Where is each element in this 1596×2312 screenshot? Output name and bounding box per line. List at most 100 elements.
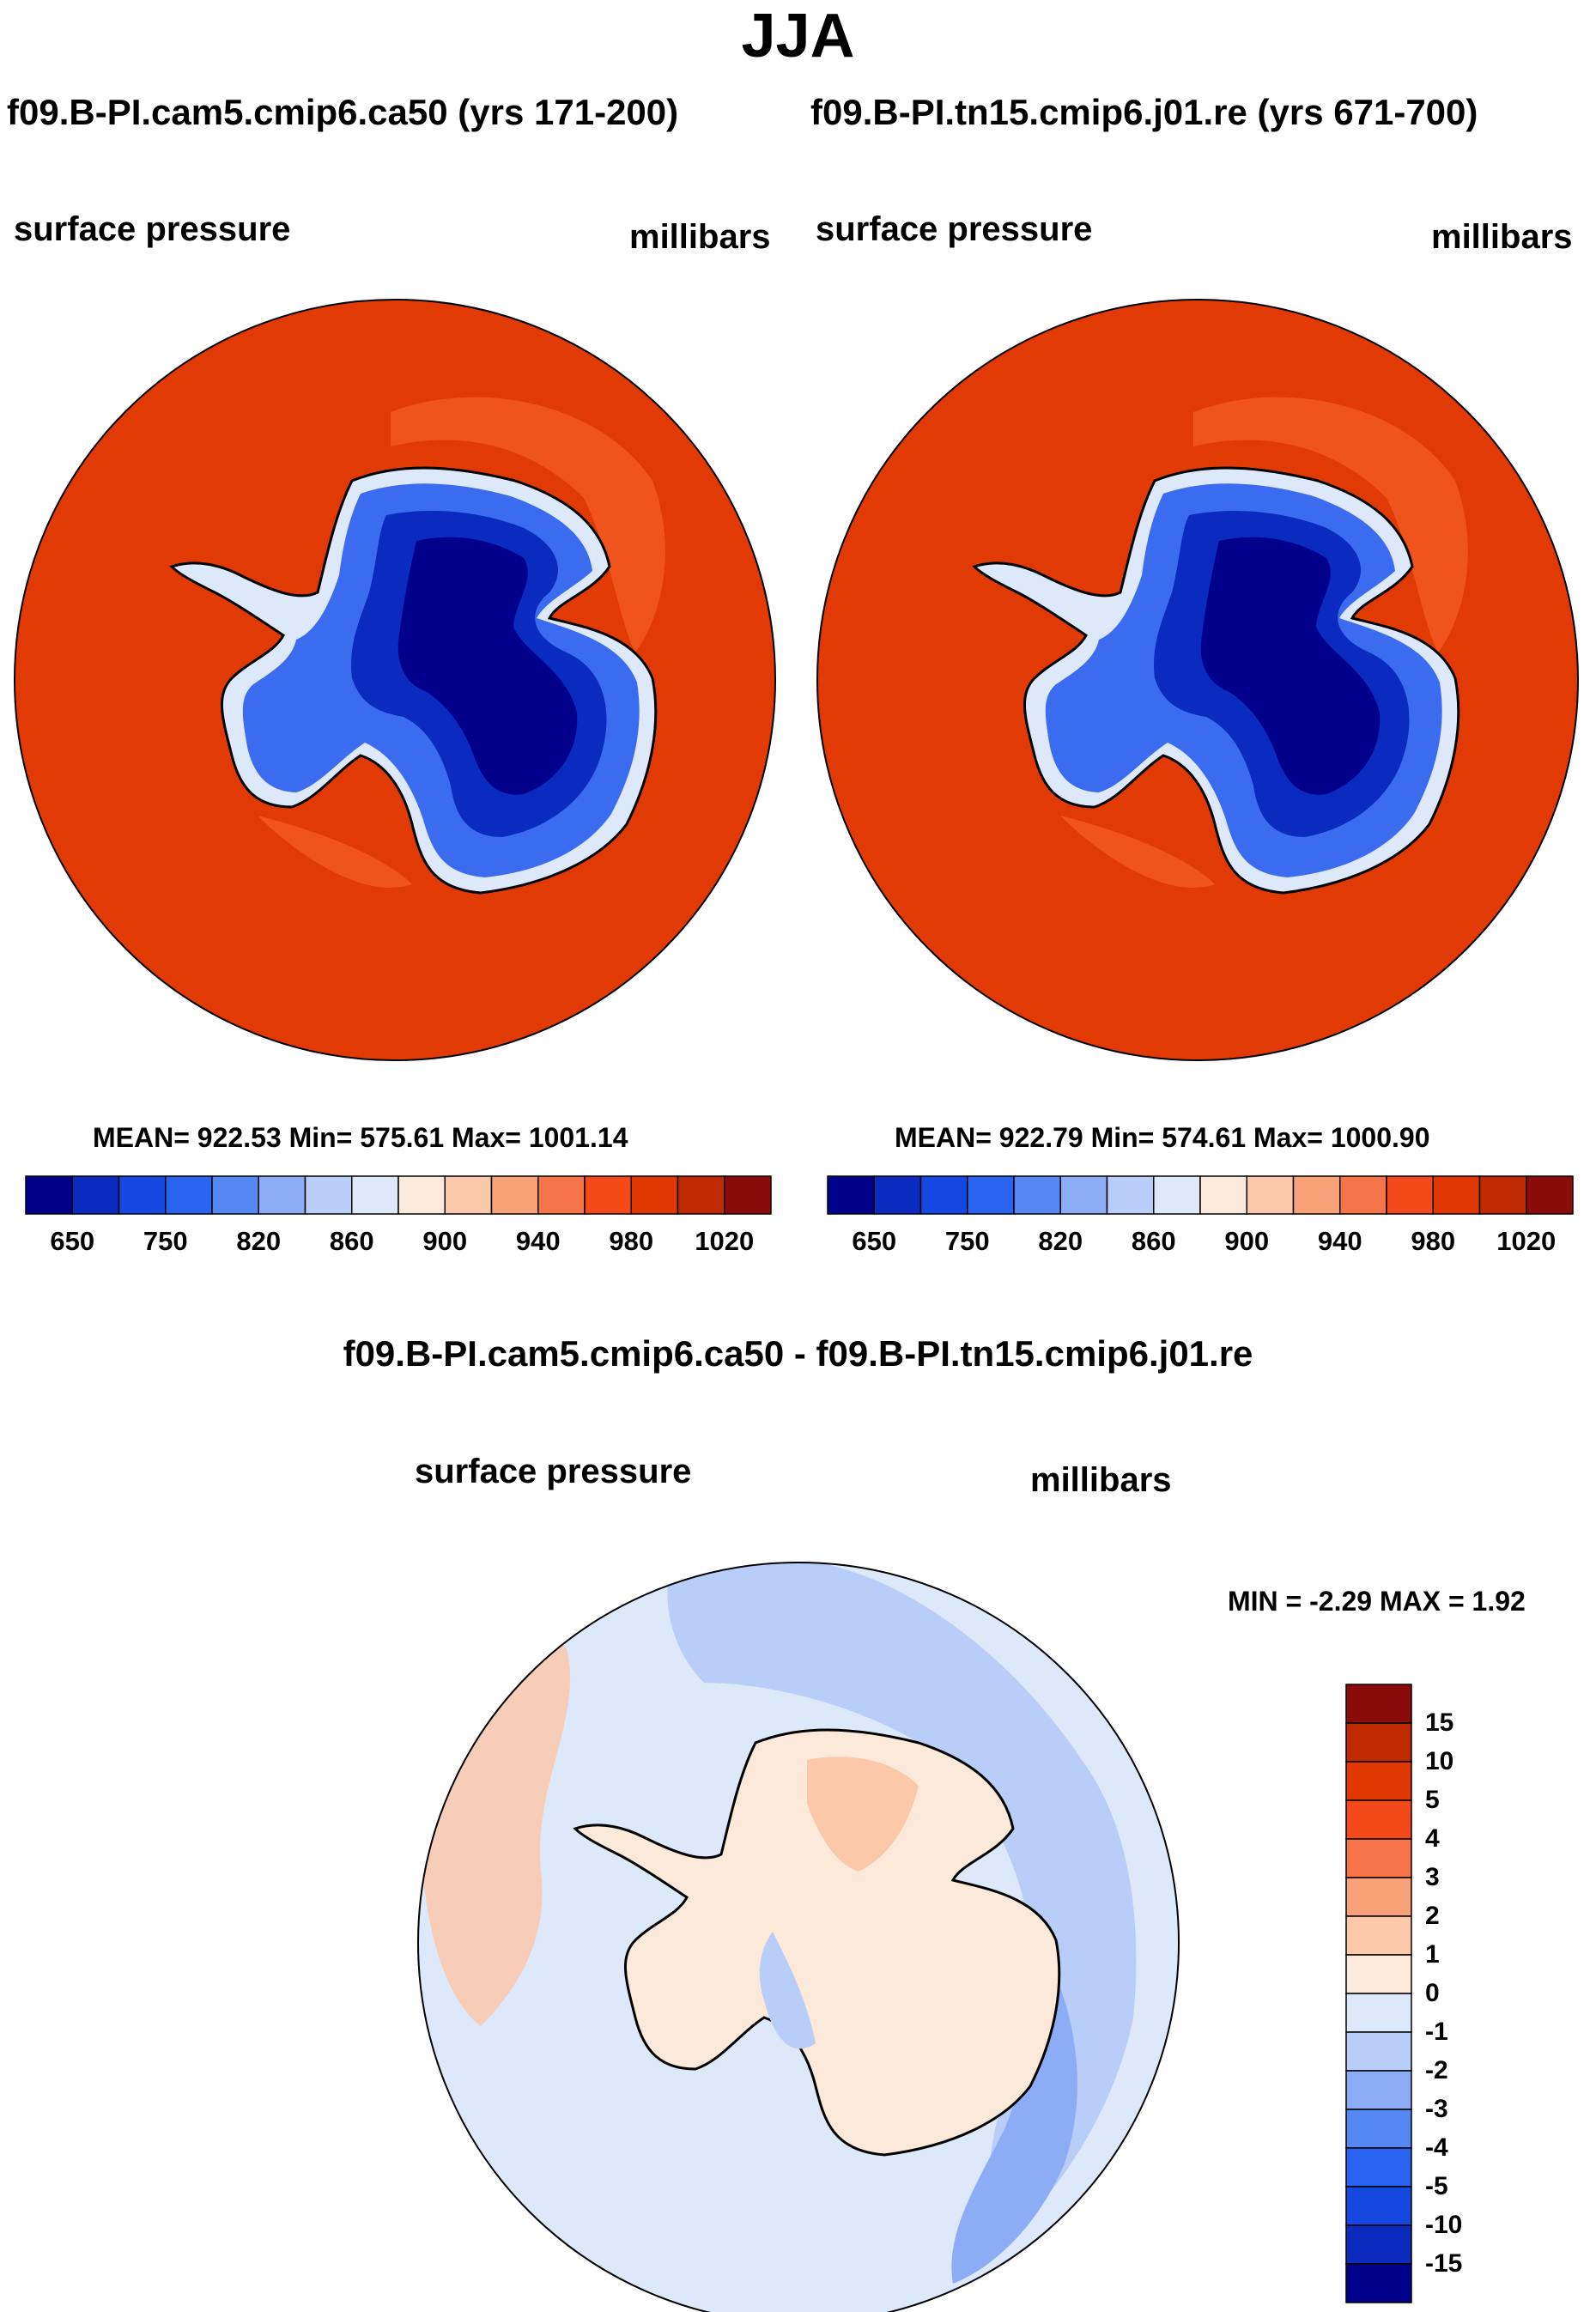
colorbar-swatch [873, 1175, 922, 1215]
colorbar-swatch [1432, 1175, 1481, 1215]
ice-sheet-lowest [397, 537, 578, 795]
colorbar-swatch [1059, 1175, 1108, 1215]
colorbar-swatch [630, 1175, 679, 1215]
colorbar-tick-label: 1020 [695, 1226, 755, 1256]
colorbar-swatch [1345, 2147, 1412, 2188]
right-case-title: f09.B-PI.tn15.cmip6.j01.re (yrs 671-700) [810, 92, 1478, 132]
high-anomaly-region [1193, 397, 1468, 652]
map-boundary [14, 299, 776, 1061]
right-map [816, 299, 1579, 1061]
difference-map [417, 1562, 1180, 2312]
plot-title: JJA [741, 2, 855, 70]
colorbar-swatch [25, 1175, 73, 1215]
diff-field-pos2 [807, 1757, 919, 1872]
colorbar-swatch [1345, 2224, 1412, 2265]
right-units-label: millibars [1431, 218, 1573, 256]
colorbar-swatch [1345, 1799, 1412, 1840]
colorbar-swatch [1292, 1175, 1341, 1215]
difference-stats: MIN = -2.29 MAX = 1.92 [1228, 1586, 1526, 1617]
colorbar-swatch [919, 1175, 968, 1215]
colorbar-tick-label: 0 [1425, 1979, 1440, 2007]
colorbar-swatch [967, 1175, 1015, 1215]
colorbar-tick-label: 650 [50, 1226, 95, 1256]
difference-units-label: millibars [1030, 1461, 1172, 1499]
colorbar-swatch [211, 1175, 259, 1215]
colorbar-tick-label: 1020 [1496, 1226, 1557, 1256]
colorbar-swatch [1246, 1175, 1295, 1215]
left-colorbar [25, 1175, 772, 1215]
colorbar-tick-label: -3 [1425, 2095, 1448, 2123]
colorbar-swatch [1345, 1722, 1412, 1763]
colorbar-swatch [584, 1175, 632, 1215]
colorbar-swatch [1345, 2031, 1412, 2072]
colorbar-tick-label: 15 [1425, 1708, 1454, 1737]
colorbar-swatch [1478, 1175, 1527, 1215]
colorbar-swatch [1106, 1175, 1155, 1215]
colorbar-tick-label: 860 [1131, 1226, 1176, 1256]
colorbar-tick-label: -10 [1425, 2211, 1463, 2239]
colorbar-swatch [258, 1175, 306, 1215]
colorbar-tick-label: 1 [1425, 1940, 1440, 1969]
colorbar-swatch [1345, 2263, 1412, 2303]
left-case-title: f09.B-PI.cam5.cmip6.ca50 (yrs 171-200) [7, 92, 679, 132]
colorbar-tick-label: 820 [1038, 1226, 1083, 1256]
colorbar-tick-label: 2 [1425, 1902, 1440, 1930]
colorbar-tick-label: 900 [1224, 1226, 1270, 1256]
colorbar-tick-label: -5 [1425, 2172, 1448, 2200]
colorbar-tick-label: 650 [852, 1226, 897, 1256]
colorbar-tick-label: 860 [329, 1226, 374, 1256]
colorbar-swatch [1345, 1761, 1412, 1801]
colorbar-swatch [71, 1175, 120, 1215]
colorbar-swatch [1386, 1175, 1434, 1215]
colorbar-swatch [1345, 1684, 1412, 1724]
colorbar-tick-label: 750 [143, 1226, 188, 1256]
colorbar-swatch [1013, 1175, 1061, 1215]
colorbar-tick-label: 3 [1425, 1863, 1440, 1891]
colorbar-tick-label: 980 [1411, 1226, 1456, 1256]
right-colorbar [827, 1175, 1574, 1215]
colorbar-tick-label: 10 [1425, 1747, 1454, 1775]
colorbar-tick-label: 940 [1317, 1226, 1362, 1256]
colorbar-tick-label: 750 [944, 1226, 990, 1256]
ice-sheet-lowest [1200, 537, 1381, 795]
colorbar-swatch [537, 1175, 586, 1215]
colorbar-swatch [677, 1175, 725, 1215]
colorbar-swatch [827, 1175, 875, 1215]
left-map [14, 299, 776, 1061]
colorbar-swatch [724, 1175, 772, 1215]
colorbar-swatch [304, 1175, 353, 1215]
colorbar-tick-label: -4 [1425, 2133, 1448, 2162]
colorbar-swatch [1526, 1175, 1574, 1215]
colorbar-swatch [1345, 1993, 1412, 2033]
colorbar-swatch [1345, 2186, 1412, 2226]
colorbar-swatch [1345, 1915, 1412, 1956]
colorbar-swatch [397, 1175, 446, 1215]
map-boundary [816, 299, 1579, 1061]
difference-title: f09.B-PI.cam5.cmip6.ca50 - f09.B-PI.tn15… [343, 1333, 1253, 1374]
colorbar-swatch [165, 1175, 213, 1215]
colorbar-swatch [1199, 1175, 1247, 1215]
colorbar-swatch [1345, 1954, 1412, 1994]
colorbar-swatch [351, 1175, 399, 1215]
colorbar-swatch [1345, 1838, 1412, 1878]
colorbar-tick-label: 940 [515, 1226, 561, 1256]
colorbar-tick-label: -2 [1425, 2056, 1448, 2084]
colorbar-swatch [1345, 1877, 1412, 1917]
difference-variable-label: surface pressure [415, 1453, 692, 1490]
colorbar-tick-label: 980 [609, 1226, 654, 1256]
colorbar-swatch [1345, 2109, 1412, 2149]
colorbar-tick-label: 900 [422, 1226, 468, 1256]
colorbar-tick-label: 4 [1425, 1824, 1440, 1853]
left-units-label: millibars [629, 218, 771, 256]
colorbar-tick-label: 820 [236, 1226, 282, 1256]
colorbar-tick-label: 5 [1425, 1786, 1440, 1814]
difference-colorbar [1345, 1684, 1412, 2303]
colorbar-tick-label: -15 [1425, 2249, 1463, 2278]
colorbar-swatch [118, 1175, 167, 1215]
colorbar-swatch [444, 1175, 493, 1215]
diff-field-neg2 [759, 1932, 816, 2049]
colorbar-swatch [490, 1175, 539, 1215]
right-stats: MEAN= 922.79 Min= 574.61 Max= 1000.90 [895, 1122, 1430, 1153]
high-anomaly-region [1060, 816, 1215, 888]
